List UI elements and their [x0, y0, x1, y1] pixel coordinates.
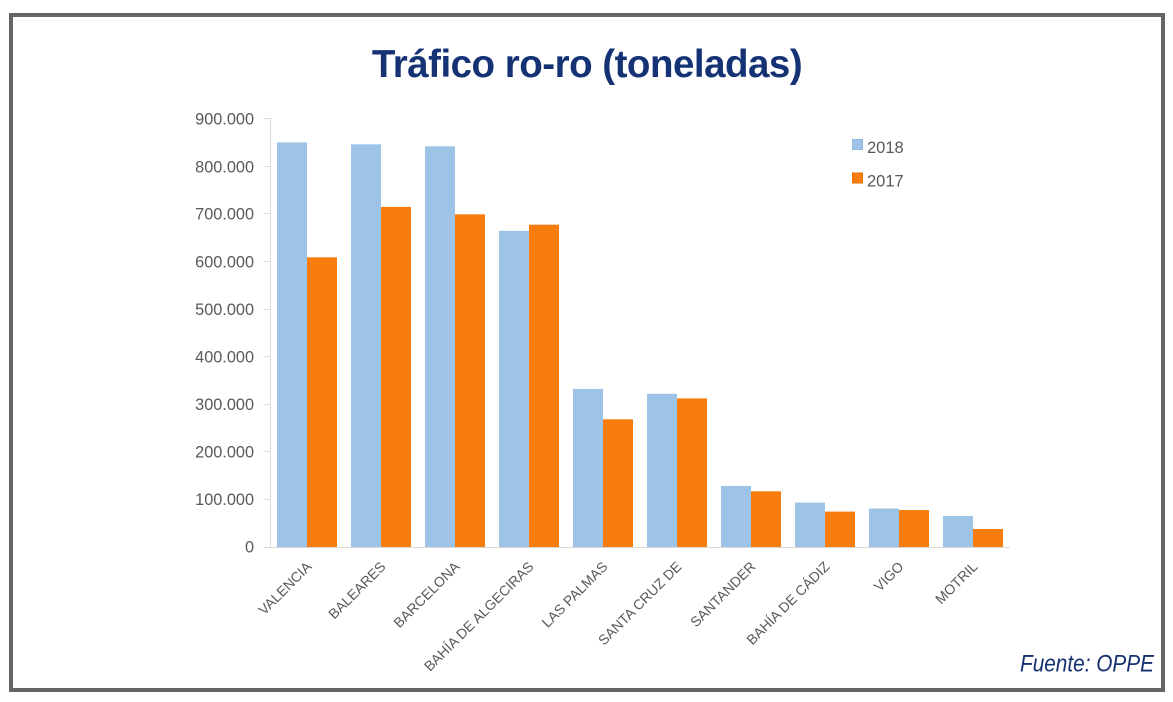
- svg-text:300.000: 300.000: [195, 396, 254, 414]
- svg-text:2018: 2018: [867, 139, 904, 157]
- svg-text:800.000: 800.000: [195, 159, 254, 177]
- svg-text:Fuente: OPPE: Fuente: OPPE: [1020, 651, 1155, 678]
- svg-text:900.000: 900.000: [195, 111, 254, 129]
- svg-text:2017: 2017: [867, 172, 904, 190]
- svg-text:VIGO: VIGO: [871, 558, 907, 594]
- svg-text:100.000: 100.000: [195, 491, 254, 509]
- svg-text:LAS PALMAS: LAS PALMAS: [538, 558, 610, 630]
- svg-text:0: 0: [245, 539, 254, 557]
- svg-text:Tráfico ro-ro (toneladas): Tráfico ro-ro (toneladas): [372, 43, 802, 86]
- svg-text:500.000: 500.000: [195, 301, 254, 319]
- svg-text:700.000: 700.000: [195, 206, 254, 224]
- svg-text:MOTRIL: MOTRIL: [932, 558, 981, 607]
- svg-text:VALENCIA: VALENCIA: [255, 558, 315, 618]
- svg-text:BARCELONA: BARCELONA: [390, 558, 463, 631]
- svg-text:SANTANDER: SANTANDER: [687, 558, 759, 630]
- svg-text:600.000: 600.000: [195, 254, 254, 272]
- svg-text:400.000: 400.000: [195, 349, 254, 367]
- svg-text:200.000: 200.000: [195, 444, 254, 462]
- svg-text:BALEARES: BALEARES: [325, 558, 389, 622]
